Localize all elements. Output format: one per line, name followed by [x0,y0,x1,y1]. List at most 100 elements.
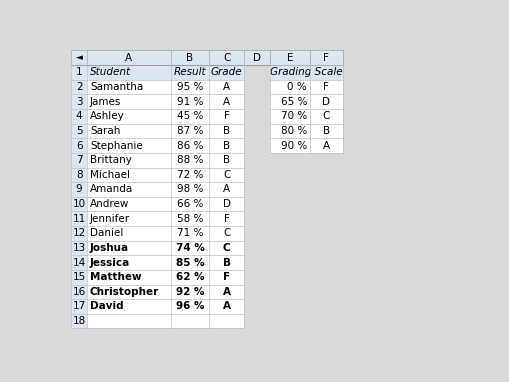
Text: C: C [323,111,330,121]
Bar [244,153,270,167]
Bar [209,109,244,124]
Bar [171,285,209,299]
Text: 8: 8 [76,170,82,180]
Bar [310,241,343,255]
Text: Jessica: Jessica [90,257,130,268]
Bar [209,241,244,255]
Text: 80 %: 80 % [281,126,307,136]
Bar [244,94,270,109]
Bar [209,299,244,314]
Text: 5: 5 [76,126,82,136]
Bar [209,314,244,329]
Text: 88 %: 88 % [177,155,203,165]
Bar [244,80,270,94]
Bar [310,153,343,167]
Text: Student: Student [90,67,131,78]
Bar [310,124,343,138]
Bar [209,80,244,94]
Bar [87,270,171,285]
Text: 62 %: 62 % [176,272,204,282]
Bar [71,65,87,80]
Text: A: A [223,301,231,311]
Bar [87,197,171,211]
Text: 58 %: 58 % [177,214,203,224]
Bar [209,226,244,241]
Bar [310,285,343,299]
Text: 85 %: 85 % [176,257,204,268]
Text: A: A [223,185,231,194]
Bar [244,109,270,124]
Bar [71,167,87,182]
Bar [310,138,343,153]
Text: 14: 14 [72,257,86,268]
Bar [244,270,270,285]
Text: 90 %: 90 % [281,141,307,151]
Bar [87,241,171,255]
Bar [71,285,87,299]
Bar [244,241,270,255]
Bar [270,241,310,255]
Bar [171,94,209,109]
Bar [270,299,310,314]
Bar [310,50,343,65]
Bar [171,182,209,197]
Bar [71,182,87,197]
Bar [171,226,209,241]
Bar [71,94,87,109]
Bar [71,211,87,226]
Bar [244,65,270,80]
Text: F: F [224,111,230,121]
Bar [270,182,310,197]
Bar [209,153,244,167]
Text: F: F [323,82,329,92]
Bar [209,50,244,65]
Text: 18: 18 [72,316,86,326]
Text: B: B [223,155,231,165]
Bar [209,211,244,226]
Bar [87,109,171,124]
Text: A: A [125,53,132,63]
Text: C: C [223,170,231,180]
Text: Ashley: Ashley [90,111,125,121]
Bar [171,211,209,226]
Bar [310,167,343,182]
Text: 45 %: 45 % [177,111,203,121]
Text: 13: 13 [72,243,86,253]
Bar [87,80,171,94]
Text: David: David [90,301,124,311]
Bar [87,138,171,153]
Bar [244,314,270,329]
Bar [171,241,209,255]
Bar [71,80,87,94]
Bar [270,270,310,285]
Bar [87,299,171,314]
Text: Result: Result [174,67,206,78]
Text: Christopher: Christopher [90,287,159,297]
Text: B: B [223,257,231,268]
Bar [310,299,343,314]
Text: James: James [90,97,121,107]
Bar [270,94,310,109]
Text: Andrew: Andrew [90,199,129,209]
Bar [171,80,209,94]
Bar [270,65,343,80]
Bar [171,138,209,153]
Bar [87,255,171,270]
Bar [71,299,87,314]
Text: 7: 7 [76,155,82,165]
Bar [244,167,270,182]
Bar [87,124,171,138]
Text: D: D [253,53,261,63]
Text: 87 %: 87 % [177,126,203,136]
Bar [87,167,171,182]
Bar [270,124,310,138]
Text: 0 %: 0 % [288,82,307,92]
Bar [244,226,270,241]
Bar [87,50,171,65]
Bar [209,285,244,299]
Bar [171,50,209,65]
Bar [87,314,171,329]
Bar [270,109,310,124]
Bar [270,285,310,299]
Text: A: A [223,82,231,92]
